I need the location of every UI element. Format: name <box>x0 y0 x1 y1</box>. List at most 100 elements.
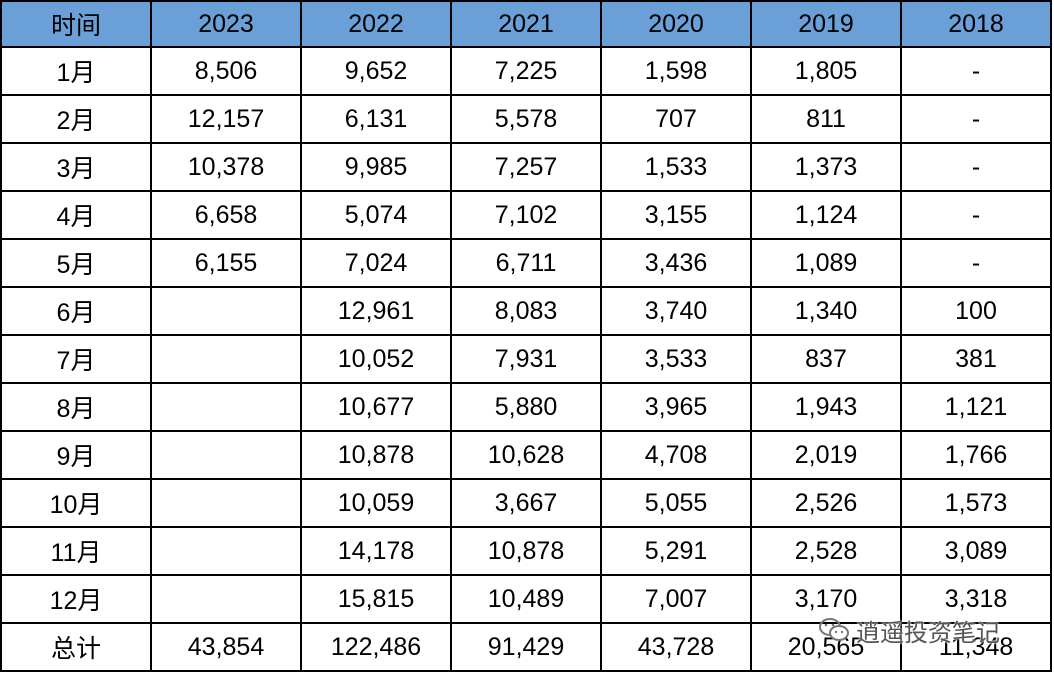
table-cell: 1,598 <box>602 48 752 96</box>
table-cell <box>152 336 302 384</box>
table-cell: 2,019 <box>752 432 902 480</box>
table-cell: 3,170 <box>752 576 902 624</box>
table-cell: 2月 <box>0 96 152 144</box>
table-cell: 10月 <box>0 480 152 528</box>
table-cell: 5月 <box>0 240 152 288</box>
watermark-text: 逍遥投资笔记 <box>856 619 1000 647</box>
table-cell <box>152 576 302 624</box>
table-cell: 1,943 <box>752 384 902 432</box>
table-cell <box>152 528 302 576</box>
table-cell: 12月 <box>0 576 152 624</box>
table-cell: 8月 <box>0 384 152 432</box>
table-cell: 1,573 <box>902 480 1052 528</box>
table-cell: 9月 <box>0 432 152 480</box>
table-cell: 10,677 <box>302 384 452 432</box>
table-cell: 8,083 <box>452 288 602 336</box>
table-cell: 43,728 <box>602 624 752 672</box>
header-cell: 2021 <box>452 0 602 48</box>
table-cell: 3,533 <box>602 336 752 384</box>
table-cell: 43,854 <box>152 624 302 672</box>
watermark-icon <box>819 618 849 641</box>
table-cell: 122,486 <box>302 624 452 672</box>
table-cell: 5,055 <box>602 480 752 528</box>
table-cell: 1,766 <box>902 432 1052 480</box>
table-cell: 10,059 <box>302 480 452 528</box>
header-cell: 2018 <box>902 0 1052 48</box>
table-cell <box>152 432 302 480</box>
table-cell: 7月 <box>0 336 152 384</box>
table-cell: 2,526 <box>752 480 902 528</box>
table-cell: 3,089 <box>902 528 1052 576</box>
table-cell: 20,565 <box>752 624 902 672</box>
table-cell: 12,157 <box>152 96 302 144</box>
table-cell: 1,121 <box>902 384 1052 432</box>
table-cell: 6月 <box>0 288 152 336</box>
table-cell: - <box>902 48 1052 96</box>
table-cell: 10,378 <box>152 144 302 192</box>
table-cell: 3,155 <box>602 192 752 240</box>
table-cell: 12,961 <box>302 288 452 336</box>
table-cell: 7,024 <box>302 240 452 288</box>
table-cell: 6,155 <box>152 240 302 288</box>
table-cell: 1,533 <box>602 144 752 192</box>
table-cell: 6,131 <box>302 96 452 144</box>
table-cell: 6,658 <box>152 192 302 240</box>
table-cell: 2,528 <box>752 528 902 576</box>
table-cell: 381 <box>902 336 1052 384</box>
table-cell: 9,652 <box>302 48 452 96</box>
table-cell: 3,436 <box>602 240 752 288</box>
table-cell: 15,815 <box>302 576 452 624</box>
table-cell <box>152 384 302 432</box>
table-cell: 1,373 <box>752 144 902 192</box>
table-cell: 10,052 <box>302 336 452 384</box>
table-cell: 3,740 <box>602 288 752 336</box>
table-cell: - <box>902 192 1052 240</box>
header-cell: 2023 <box>152 0 302 48</box>
table-cell: - <box>902 144 1052 192</box>
table-cell: 9,985 <box>302 144 452 192</box>
table-cell: - <box>902 240 1052 288</box>
table-cell: 7,225 <box>452 48 602 96</box>
table-cell: 4,708 <box>602 432 752 480</box>
table-cell: 5,074 <box>302 192 452 240</box>
table-cell: 10,628 <box>452 432 602 480</box>
table-cell: 10,489 <box>452 576 602 624</box>
header-cell: 2020 <box>602 0 752 48</box>
table-cell: 1月 <box>0 48 152 96</box>
table-cell: 5,291 <box>602 528 752 576</box>
table-cell <box>152 480 302 528</box>
table-cell: 707 <box>602 96 752 144</box>
table-cell: 5,880 <box>452 384 602 432</box>
table-cell: 811 <box>752 96 902 144</box>
header-cell: 2022 <box>302 0 452 48</box>
table-cell: 10,878 <box>302 432 452 480</box>
table-cell: 8,506 <box>152 48 302 96</box>
header-cell: 2019 <box>752 0 902 48</box>
table-cell: 7,931 <box>452 336 602 384</box>
table-cell: 100 <box>902 288 1052 336</box>
table-cell: 3,318 <box>902 576 1052 624</box>
table-cell: 总计 <box>0 624 152 672</box>
table-cell: 1,089 <box>752 240 902 288</box>
table-cell: - <box>902 96 1052 144</box>
table-cell: 6,711 <box>452 240 602 288</box>
table-cell <box>152 288 302 336</box>
table-cell: 1,340 <box>752 288 902 336</box>
watermark: 逍遥投资笔记 <box>818 610 1038 650</box>
table-cell: 4月 <box>0 192 152 240</box>
table-cell: 11月 <box>0 528 152 576</box>
table-cell: 91,429 <box>452 624 602 672</box>
table-cell: 5,578 <box>452 96 602 144</box>
table-cell: 3月 <box>0 144 152 192</box>
table-cell: 11,348 <box>902 624 1052 672</box>
header-cell: 时间 <box>0 0 152 48</box>
table-cell: 14,178 <box>302 528 452 576</box>
table-cell: 1,805 <box>752 48 902 96</box>
table-cell: 10,878 <box>452 528 602 576</box>
table-cell: 7,007 <box>602 576 752 624</box>
table-cell: 1,124 <box>752 192 902 240</box>
table-cell: 7,102 <box>452 192 602 240</box>
table-cell: 3,965 <box>602 384 752 432</box>
